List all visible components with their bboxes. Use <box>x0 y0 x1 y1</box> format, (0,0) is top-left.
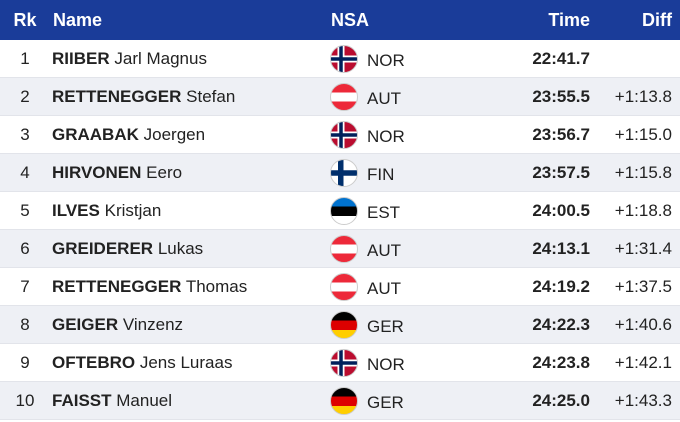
result-row: 3 GRAABAK Joergen NOR 23:56.7 +1:15.0 <box>0 116 680 154</box>
time: 23:56.7 <box>532 125 590 144</box>
first-name: Lukas <box>157 239 204 258</box>
header-cell: Time <box>548 10 590 30</box>
first-name: Kristjan <box>104 201 162 220</box>
diff: +1:37.5 <box>614 277 672 296</box>
athlete: RIIBER Jarl Magnus <box>52 40 207 78</box>
first-name: Jens Luraas <box>139 353 233 372</box>
athlete: ILVES Kristjan <box>52 192 161 230</box>
nsa: FIN <box>367 165 395 184</box>
rank: 2 <box>20 87 30 106</box>
flag <box>330 311 358 339</box>
diff: +1:13.8 <box>614 87 672 106</box>
last-name: ILVES <box>52 201 100 220</box>
flag <box>330 83 358 111</box>
result-row: 7 RETTENEGGER Thomas AUT 24:19.2 +1:37.5 <box>0 268 680 306</box>
athlete: RETTENEGGER Stefan <box>52 78 235 116</box>
header-row: Rk Name NSA Time Diff <box>0 0 680 40</box>
flag <box>330 121 358 149</box>
header-cell: Diff <box>642 10 672 30</box>
nsa: GER <box>367 393 404 412</box>
result-row: 8 GEIGER Vinzenz GER 24:22.3 +1:40.6 <box>0 306 680 344</box>
last-name: GEIGER <box>52 315 119 334</box>
last-name: GREIDERER <box>52 239 154 258</box>
diff: +1:15.8 <box>614 163 672 182</box>
athlete: RETTENEGGER Thomas <box>52 268 247 306</box>
first-name: Thomas <box>185 277 248 296</box>
last-name: RETTENEGGER <box>52 87 182 106</box>
athlete: HIRVONEN Eero <box>52 154 182 192</box>
nsa: NOR <box>367 127 405 146</box>
diff: +1:15.0 <box>614 125 672 144</box>
first-name: Vinzenz <box>122 315 184 334</box>
last-name: FAISST <box>52 391 112 410</box>
athlete: OFTEBRO Jens Luraas <box>52 344 232 382</box>
rank: 8 <box>20 315 30 334</box>
header-cell: Rk <box>13 10 37 30</box>
nsa: EST <box>367 203 401 222</box>
rank: 3 <box>20 125 30 144</box>
rank: 5 <box>20 201 30 220</box>
diff: +1:43.3 <box>614 391 672 410</box>
diff: +1:40.6 <box>614 315 672 334</box>
flag <box>330 273 358 301</box>
rank: 1 <box>20 49 30 68</box>
time: 24:19.2 <box>532 277 590 296</box>
first-name: Jarl Magnus <box>114 49 207 68</box>
flag <box>330 45 358 73</box>
first-name: Eero <box>146 163 183 182</box>
nsa: NOR <box>367 355 405 374</box>
flag <box>330 387 358 415</box>
last-name: RETTENEGGER <box>52 277 182 296</box>
rank: 10 <box>15 391 35 410</box>
diff: +1:31.4 <box>614 239 672 258</box>
athlete: GRAABAK Joergen <box>52 116 205 154</box>
time: 24:00.5 <box>532 201 590 220</box>
rank: 9 <box>20 353 30 372</box>
diff: +1:42.1 <box>614 353 672 372</box>
athlete: FAISST Manuel <box>52 382 172 420</box>
time: 23:55.5 <box>532 87 590 106</box>
last-name: RIIBER <box>52 49 110 68</box>
result-row: 2 RETTENEGGER Stefan AUT 23:55.5 +1:13.8 <box>0 78 680 116</box>
nsa: GER <box>367 317 404 336</box>
result-row: 1 RIIBER Jarl Magnus NOR 22:41.7 <box>0 40 680 78</box>
time: 24:22.3 <box>532 315 590 334</box>
rank: 6 <box>20 239 30 258</box>
nsa: NOR <box>367 51 405 70</box>
flag <box>330 197 358 225</box>
flag <box>330 235 358 263</box>
rank: 7 <box>20 277 30 296</box>
time: 24:25.0 <box>532 391 590 410</box>
nsa: AUT <box>367 279 401 298</box>
time: 22:41.7 <box>532 49 590 68</box>
result-row: 5 ILVES Kristjan EST 24:00.5 +1:18.8 <box>0 192 680 230</box>
time: 24:23.8 <box>532 353 590 372</box>
athlete: GEIGER Vinzenz <box>52 306 183 344</box>
last-name: GRAABAK <box>52 125 139 144</box>
last-name: HIRVONEN <box>52 163 142 182</box>
result-row: 10 FAISST Manuel GER 24:25.0 +1:43.3 <box>0 382 680 420</box>
last-name: OFTEBRO <box>52 353 136 372</box>
result-row: 4 HIRVONEN Eero FIN 23:57.5 +1:15.8 <box>0 154 680 192</box>
first-name: Joergen <box>143 125 206 144</box>
nsa: AUT <box>367 89 401 108</box>
diff: +1:18.8 <box>614 201 672 220</box>
flag <box>330 349 358 377</box>
athlete: GREIDERER Lukas <box>52 230 203 268</box>
time: 24:13.1 <box>532 239 590 258</box>
flag <box>330 159 358 187</box>
first-name: Manuel <box>116 391 173 410</box>
first-name: Stefan <box>186 87 236 106</box>
header-cell: NSA <box>331 10 370 30</box>
time: 23:57.5 <box>532 163 590 182</box>
header-cell: Name <box>53 10 103 30</box>
result-row: 9 OFTEBRO Jens Luraas NOR 24:23.8 +1:42.… <box>0 344 680 382</box>
nsa: AUT <box>367 241 401 260</box>
result-row: 6 GREIDERER Lukas AUT 24:13.1 +1:31.4 <box>0 230 680 268</box>
rank: 4 <box>20 163 30 182</box>
